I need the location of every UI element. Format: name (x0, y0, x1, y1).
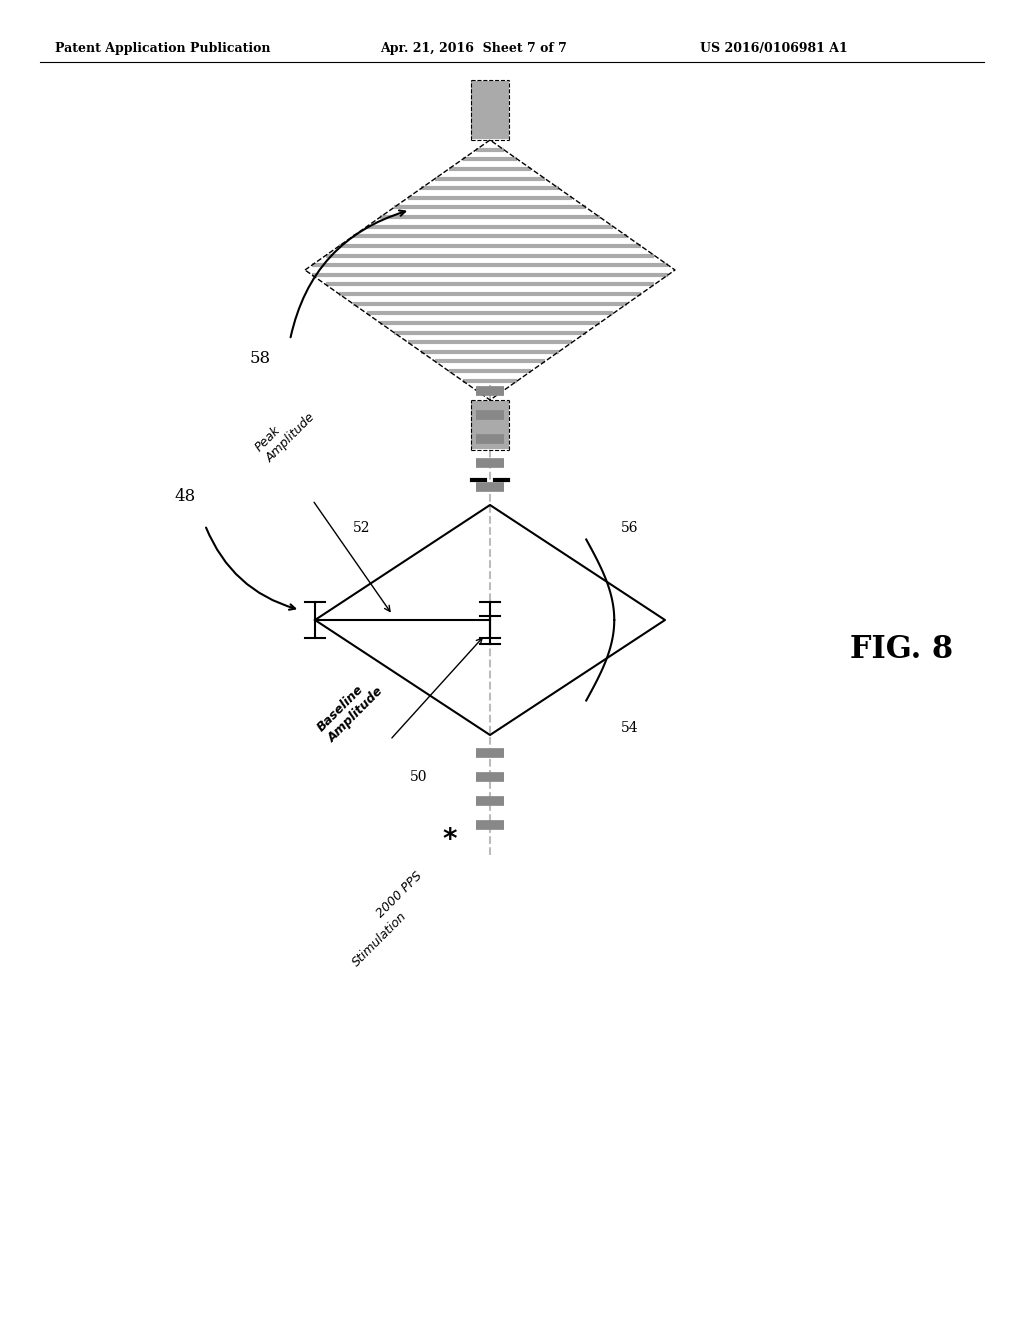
Text: 54: 54 (622, 721, 639, 734)
Text: 50: 50 (410, 770, 427, 784)
Text: *: * (442, 826, 458, 854)
Text: US 2016/0106981 A1: US 2016/0106981 A1 (700, 42, 848, 55)
Text: 58: 58 (250, 350, 270, 367)
Text: 56: 56 (622, 520, 639, 535)
Text: FIG. 8: FIG. 8 (850, 635, 953, 665)
Text: Patent Application Publication: Patent Application Publication (55, 42, 270, 55)
Text: 52: 52 (352, 521, 370, 535)
Text: 48: 48 (174, 488, 196, 506)
Text: Baseline
Amplitude: Baseline Amplitude (315, 673, 386, 744)
Text: Apr. 21, 2016  Sheet 7 of 7: Apr. 21, 2016 Sheet 7 of 7 (380, 42, 567, 55)
Text: 2000 PPS: 2000 PPS (374, 869, 425, 920)
Text: Stimulation: Stimulation (350, 909, 410, 969)
Text: Peak
Amplitude: Peak Amplitude (253, 400, 317, 465)
